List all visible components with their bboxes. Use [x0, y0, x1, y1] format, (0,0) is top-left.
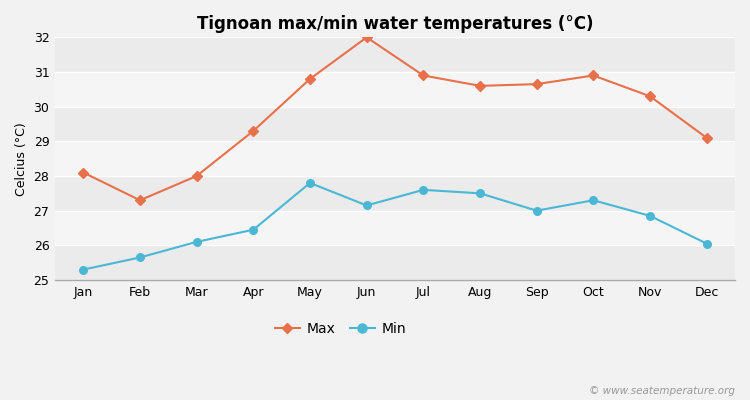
- Min: [419, 188, 428, 192]
- Title: Tignoan max/min water temperatures (°C): Tignoan max/min water temperatures (°C): [196, 15, 593, 33]
- Bar: [55, 37, 735, 72]
- Max: [646, 94, 655, 99]
- Min: [702, 241, 711, 246]
- Bar: [55, 107, 735, 141]
- Bar: [55, 176, 735, 211]
- Min: [476, 191, 484, 196]
- Max: [305, 76, 314, 81]
- Min: [362, 203, 371, 208]
- Max: [532, 82, 542, 86]
- Legend: Max, Min: Max, Min: [269, 316, 412, 341]
- Line: Min: Min: [79, 178, 711, 274]
- Line: Max: Max: [80, 34, 710, 204]
- Max: [249, 128, 258, 133]
- Max: [79, 170, 88, 175]
- Y-axis label: Celcius (°C): Celcius (°C): [15, 122, 28, 196]
- Max: [589, 73, 598, 78]
- Max: [419, 73, 428, 78]
- Min: [249, 227, 258, 232]
- Bar: [55, 245, 735, 280]
- Max: [476, 84, 484, 88]
- Min: [192, 240, 201, 244]
- Min: [79, 267, 88, 272]
- Min: [136, 255, 145, 260]
- Bar: [55, 141, 735, 176]
- Min: [589, 198, 598, 203]
- Bar: [55, 211, 735, 245]
- Max: [702, 136, 711, 140]
- Min: [305, 180, 314, 185]
- Min: [532, 208, 542, 213]
- Max: [136, 198, 145, 203]
- Max: [362, 35, 371, 40]
- Min: [646, 214, 655, 218]
- Max: [192, 174, 201, 178]
- Text: © www.seatemperature.org: © www.seatemperature.org: [589, 386, 735, 396]
- Bar: [55, 72, 735, 107]
